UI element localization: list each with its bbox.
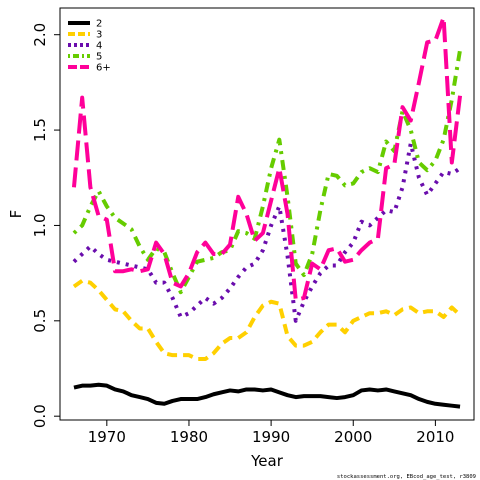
series-line-2 [73, 382, 461, 409]
plot-frame [59, 7, 475, 421]
y-tick-label: 0.0 [31, 404, 49, 428]
y-tick-label: 0.5 [31, 309, 49, 333]
series-lines [71, 15, 463, 409]
legend-label: 3 [96, 30, 102, 41]
legend-label: 6+ [96, 63, 111, 74]
x-tick-label: 1970 [88, 428, 126, 446]
series-line-5 [72, 49, 463, 295]
legend-label: 5 [96, 52, 102, 63]
series-line-3 [72, 278, 462, 361]
y-tick-label: 2.0 [31, 23, 49, 47]
x-tick-label: 1980 [170, 428, 208, 446]
legend-label: 2 [96, 19, 102, 30]
x-tick-label: 2010 [416, 428, 454, 446]
series-line-4 [72, 141, 462, 323]
x-tick-label: 1990 [252, 428, 290, 446]
credit-text: stockassessment.org, EBcod_age_test, r38… [337, 474, 476, 480]
legend-label: 4 [96, 41, 102, 52]
x-axis-title: Year [250, 452, 284, 470]
y-axis: 0.0 0.5 1.0 1.5 2.0 [31, 23, 60, 428]
y-tick-label: 1.5 [31, 118, 49, 142]
series-line-6+ [71, 15, 463, 302]
y-tick-label: 1.0 [31, 214, 49, 238]
y-axis-title: F [7, 210, 25, 219]
x-axis: 1970 1980 1990 2000 2010 [88, 420, 454, 446]
x-tick-label: 2000 [334, 428, 372, 446]
